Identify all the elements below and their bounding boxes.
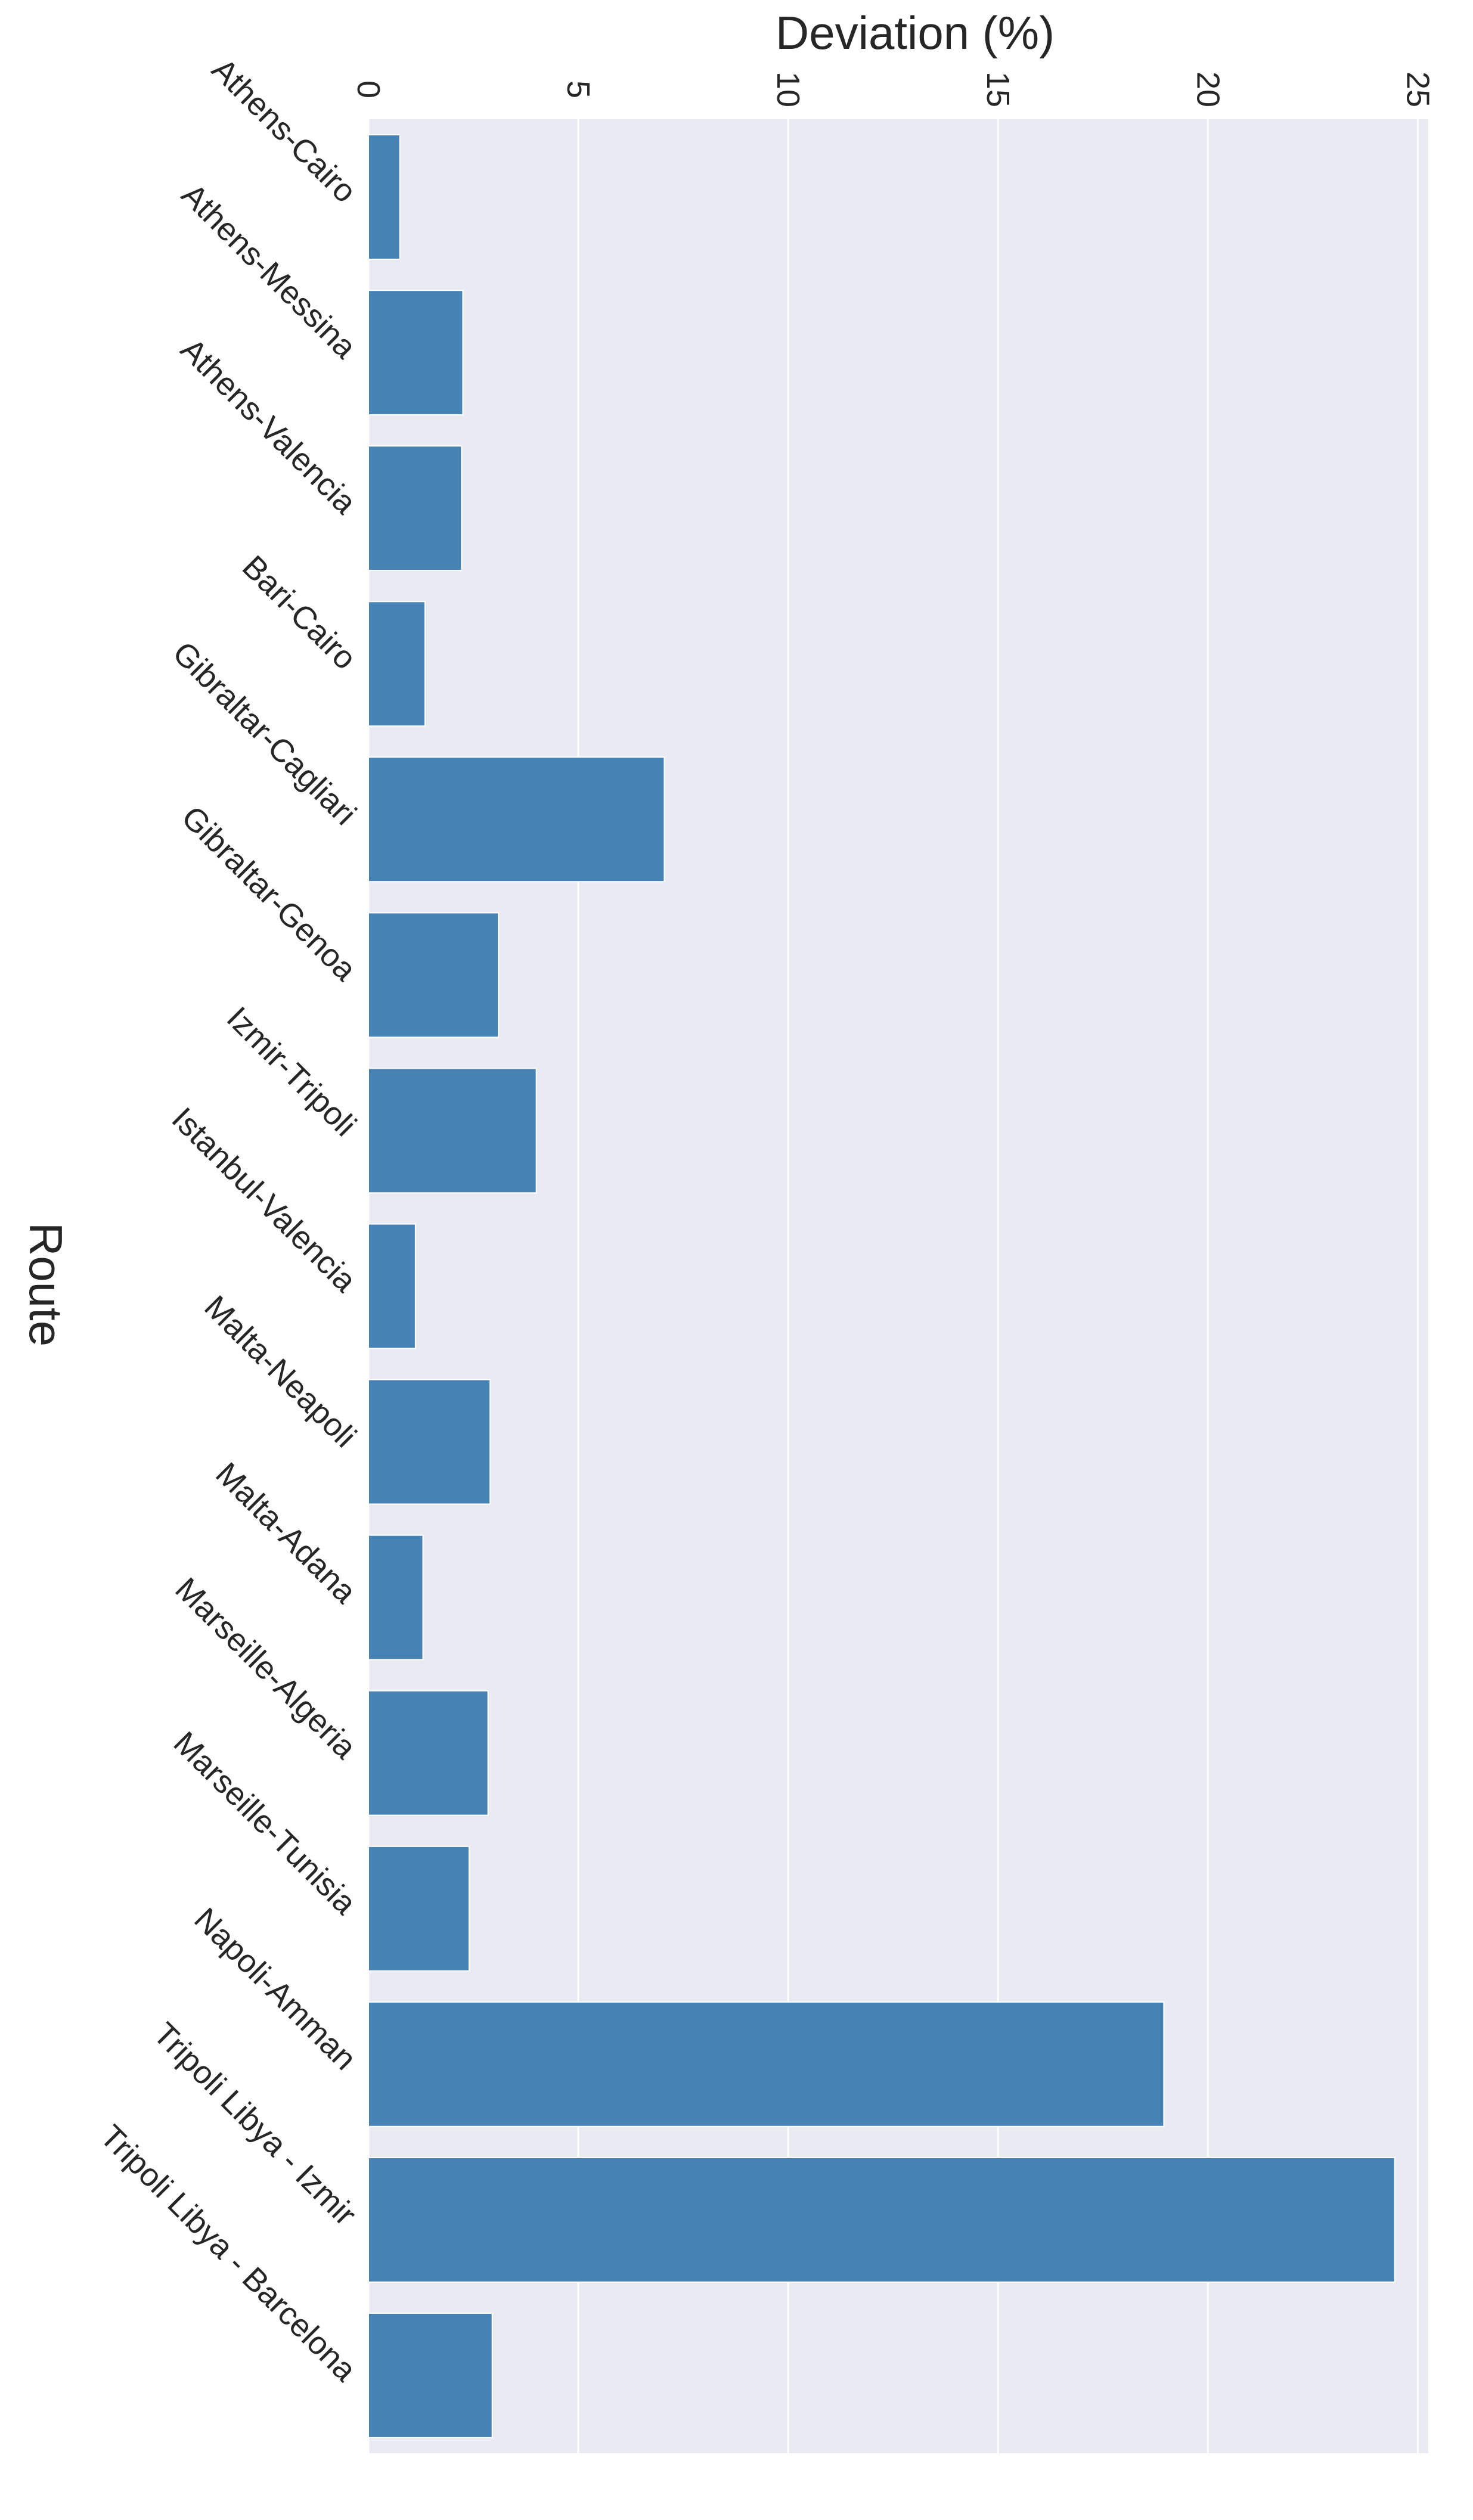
x-tick-label: 25 <box>1400 72 1435 107</box>
bar <box>368 1845 470 1972</box>
y-tick-label: Izmir-Tripoli <box>220 1000 363 1143</box>
bar <box>368 2156 1396 2283</box>
bar <box>368 756 665 883</box>
y-tick-label: Napoli-Amman <box>187 1901 363 2077</box>
y-tick-label: Tripoli Libya - Barcelona <box>93 2118 363 2388</box>
x-axis-title: Deviation (%) <box>776 7 1055 59</box>
x-tick-label: 15 <box>980 72 1016 107</box>
x-tick-label: 10 <box>770 72 806 107</box>
x-tick-label: 5 <box>560 80 596 98</box>
bar <box>368 1379 491 1505</box>
bar <box>368 1690 489 1816</box>
y-axis-title: Route <box>20 1222 72 1346</box>
bar <box>368 1534 424 1661</box>
bar <box>368 1067 537 1194</box>
bar <box>368 134 401 260</box>
x-axis-ticks: 0 5 10 15 20 25 <box>351 72 1435 107</box>
y-tick-label: Bari-Cairo <box>235 549 363 676</box>
x-tick-label: 0 <box>351 80 386 98</box>
y-tick-label: Malta-Neapoli <box>197 1289 363 1454</box>
bar <box>368 445 463 572</box>
y-tick-label: Malta-Adana <box>209 1455 364 1610</box>
bar <box>368 2001 1165 2127</box>
bar <box>368 290 464 416</box>
bar <box>368 601 426 727</box>
bar <box>368 2313 493 2438</box>
y-tick-label: Athens-Cairo <box>205 51 363 209</box>
bars <box>368 134 1396 2438</box>
x-tick-label: 20 <box>1190 72 1226 107</box>
bar <box>368 1223 416 1349</box>
bar <box>368 912 500 1038</box>
y-axis-ticks: Athens-CairoAthens-MessinaAthens-Valenci… <box>93 51 363 2388</box>
